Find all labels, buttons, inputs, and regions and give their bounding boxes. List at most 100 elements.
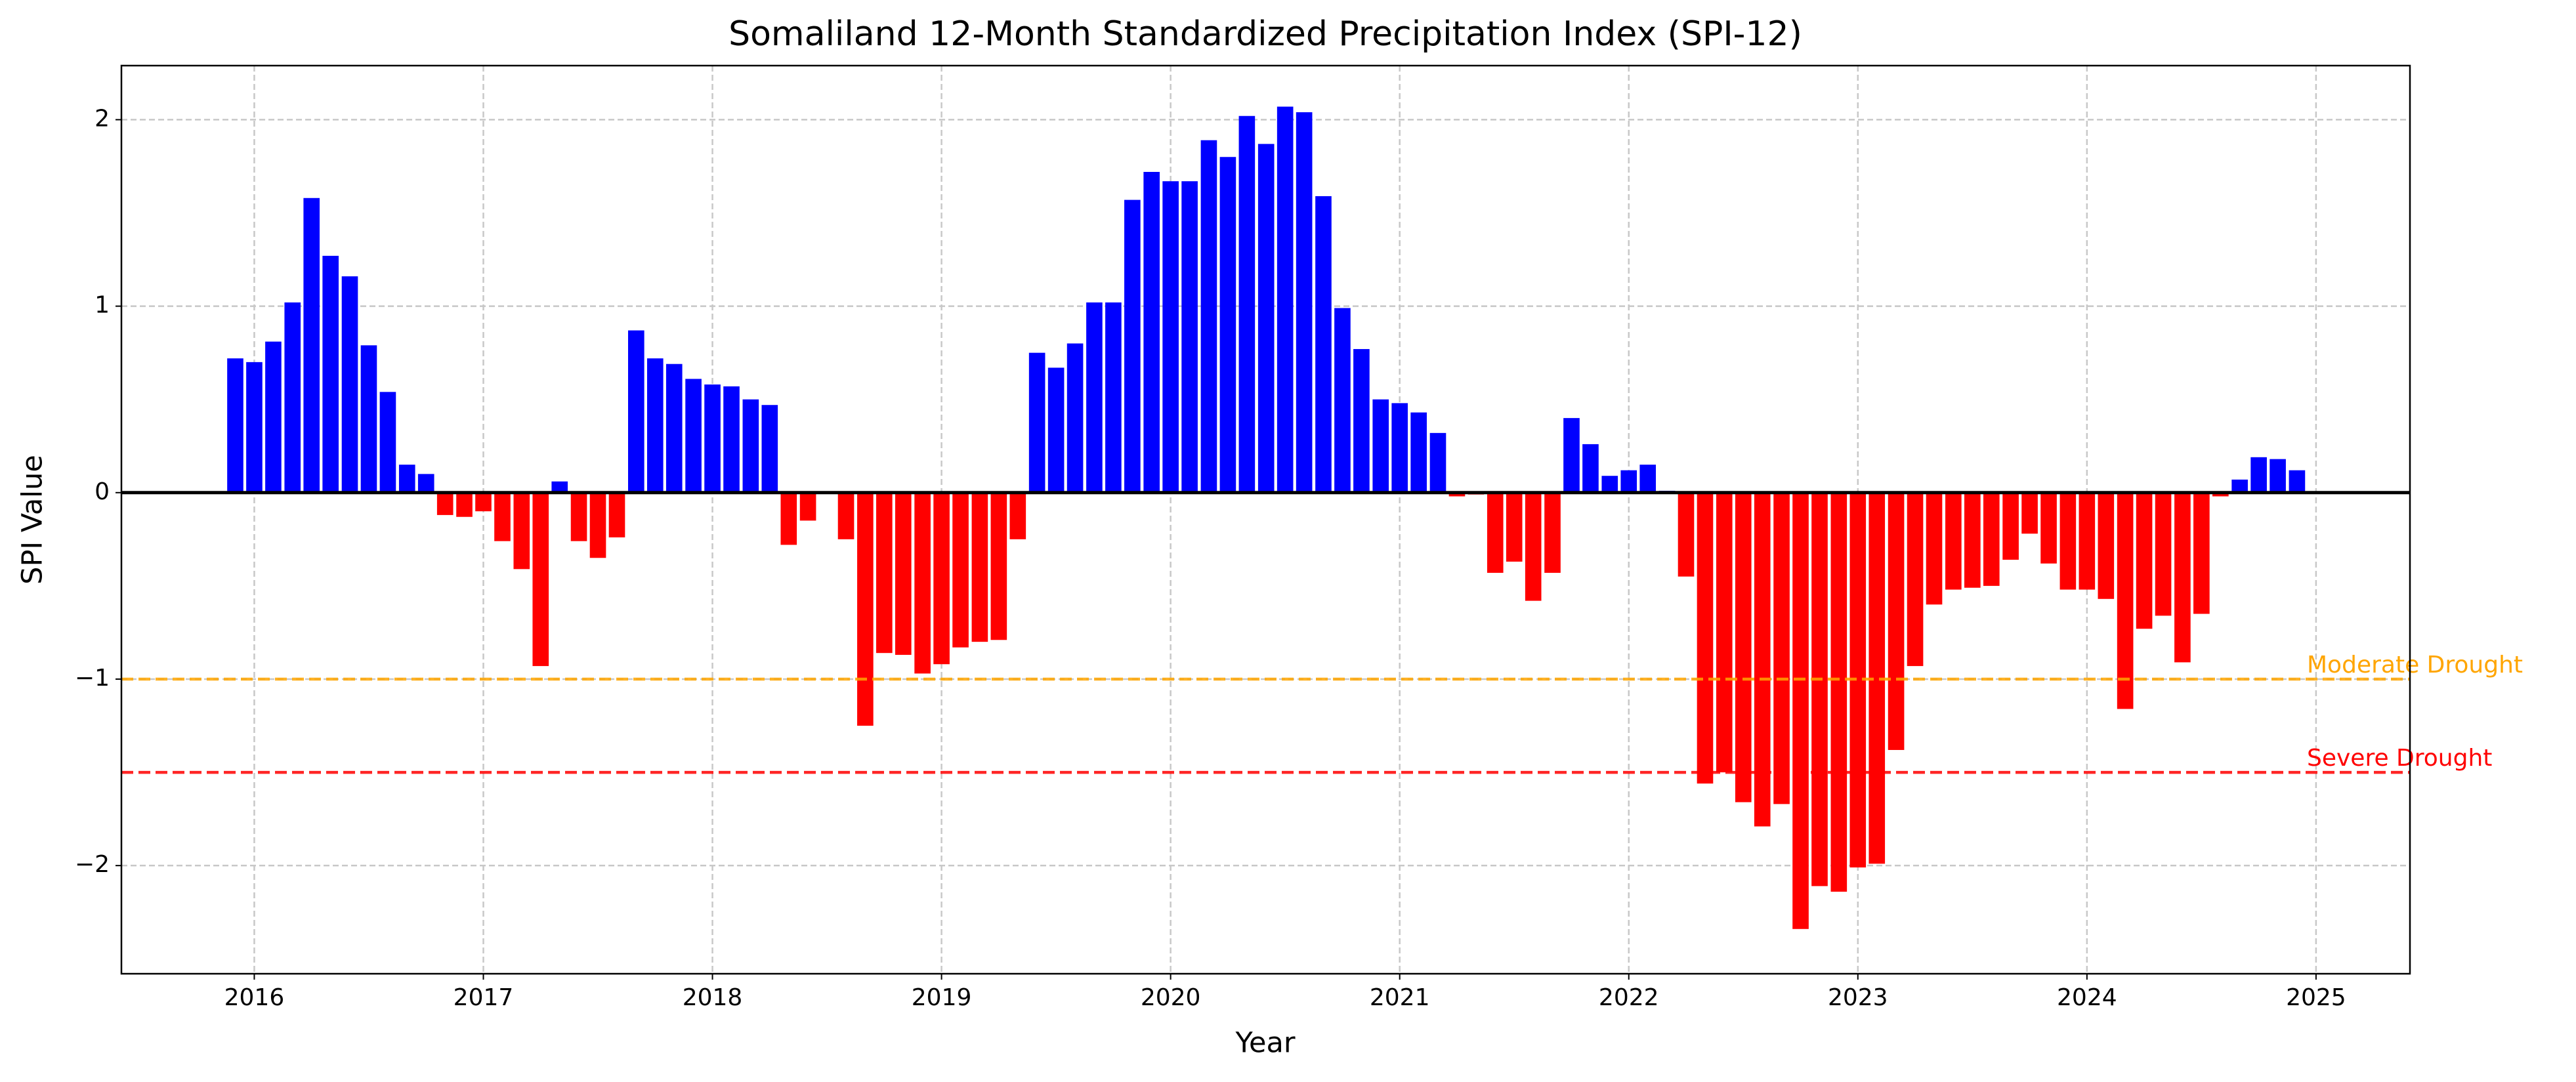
- bar: [2250, 457, 2267, 493]
- x-tick-label: 2020: [1141, 984, 1201, 1011]
- bar: [379, 392, 396, 493]
- bar: [494, 492, 511, 541]
- bar: [227, 358, 243, 493]
- bar: [2174, 492, 2191, 663]
- bar: [1754, 492, 1771, 827]
- bar: [1296, 112, 1313, 493]
- bar: [456, 492, 473, 517]
- plot-frame: [120, 64, 2411, 975]
- bar: [1716, 492, 1733, 773]
- bar: [914, 492, 931, 674]
- bar: [1907, 492, 1924, 667]
- x-axis-label: Year: [1235, 1027, 1295, 1060]
- bar: [1678, 492, 1695, 577]
- bar: [1028, 352, 1045, 493]
- bar: [2270, 459, 2286, 493]
- bar: [2289, 470, 2306, 493]
- bar: [665, 364, 683, 493]
- bar: [685, 379, 702, 493]
- bar: [1334, 308, 1351, 493]
- bar: [799, 492, 816, 521]
- bar: [1582, 444, 1599, 493]
- bar: [2231, 479, 2248, 493]
- bar: [761, 405, 778, 493]
- bar: [417, 474, 434, 493]
- bar: [1926, 492, 1943, 605]
- bar: [1563, 418, 1580, 493]
- bar: [2117, 492, 2134, 709]
- bar: [646, 358, 664, 493]
- bar: [1601, 476, 1618, 493]
- reference-label: Moderate Drought: [2307, 652, 2523, 678]
- bar: [1238, 115, 1256, 493]
- bar: [532, 492, 549, 667]
- bar: [971, 492, 988, 642]
- bar: [723, 386, 740, 493]
- bar: [895, 492, 912, 655]
- bar: [303, 198, 320, 493]
- bar: [1105, 302, 1122, 493]
- bar: [1047, 367, 1065, 493]
- x-tick-label: 2025: [2286, 984, 2346, 1011]
- bar: [1391, 403, 1408, 493]
- x-tick-label: 2022: [1599, 984, 1659, 1011]
- chart-title: Somaliland 12-Month Standardized Precipi…: [728, 14, 1802, 54]
- bar: [1009, 492, 1026, 539]
- bar: [2059, 492, 2077, 590]
- bar: [1410, 412, 1427, 493]
- bar: [780, 492, 797, 545]
- x-tick-label: 2019: [912, 984, 972, 1011]
- bar: [1792, 492, 1809, 929]
- bar: [876, 492, 893, 654]
- bar: [398, 465, 415, 493]
- bar: [1525, 492, 1542, 601]
- bar: [1162, 181, 1179, 493]
- bar: [933, 492, 950, 665]
- bar: [1277, 106, 1294, 493]
- bar: [1219, 157, 1236, 493]
- y-axis-label: SPI Value: [16, 455, 49, 585]
- y-tick-label: 0: [95, 478, 110, 505]
- y-tick-label: −2: [75, 851, 110, 878]
- bar: [1487, 492, 1504, 573]
- bar: [2212, 492, 2229, 497]
- bar: [837, 492, 855, 539]
- bar: [2021, 492, 2038, 534]
- bar: [990, 492, 1007, 640]
- bar: [589, 492, 606, 558]
- x-tick-label: 2024: [2057, 984, 2117, 1011]
- bar: [704, 384, 721, 493]
- bar: [1811, 492, 1828, 886]
- bar: [1983, 492, 2000, 586]
- x-tick-label: 2018: [683, 984, 743, 1011]
- bar: [742, 399, 759, 493]
- bar: [1200, 140, 1217, 493]
- bar: [1143, 171, 1160, 493]
- bar: [628, 330, 644, 493]
- y-tick-label: 2: [95, 105, 110, 132]
- bar: [2136, 492, 2153, 629]
- bar: [2155, 492, 2172, 616]
- bar: [1888, 492, 1905, 750]
- bar: [1506, 492, 1523, 562]
- bar: [608, 492, 625, 537]
- bar: [513, 492, 530, 570]
- bar: [1964, 492, 1981, 588]
- bar: [1697, 492, 1714, 784]
- y-tick-label: −1: [75, 665, 110, 692]
- bar: [1257, 144, 1275, 493]
- x-tick-label: 2021: [1370, 984, 1430, 1011]
- bar: [246, 362, 263, 493]
- bar: [1830, 492, 1848, 892]
- bar: [2079, 492, 2096, 590]
- bar: [1544, 492, 1561, 573]
- bar: [1066, 343, 1084, 493]
- bar: [1124, 199, 1141, 493]
- bar: [1086, 302, 1103, 493]
- bar: [1372, 399, 1389, 493]
- bar: [2040, 492, 2057, 564]
- bar: [2098, 492, 2115, 599]
- bar: [284, 302, 301, 493]
- bar: [265, 341, 282, 493]
